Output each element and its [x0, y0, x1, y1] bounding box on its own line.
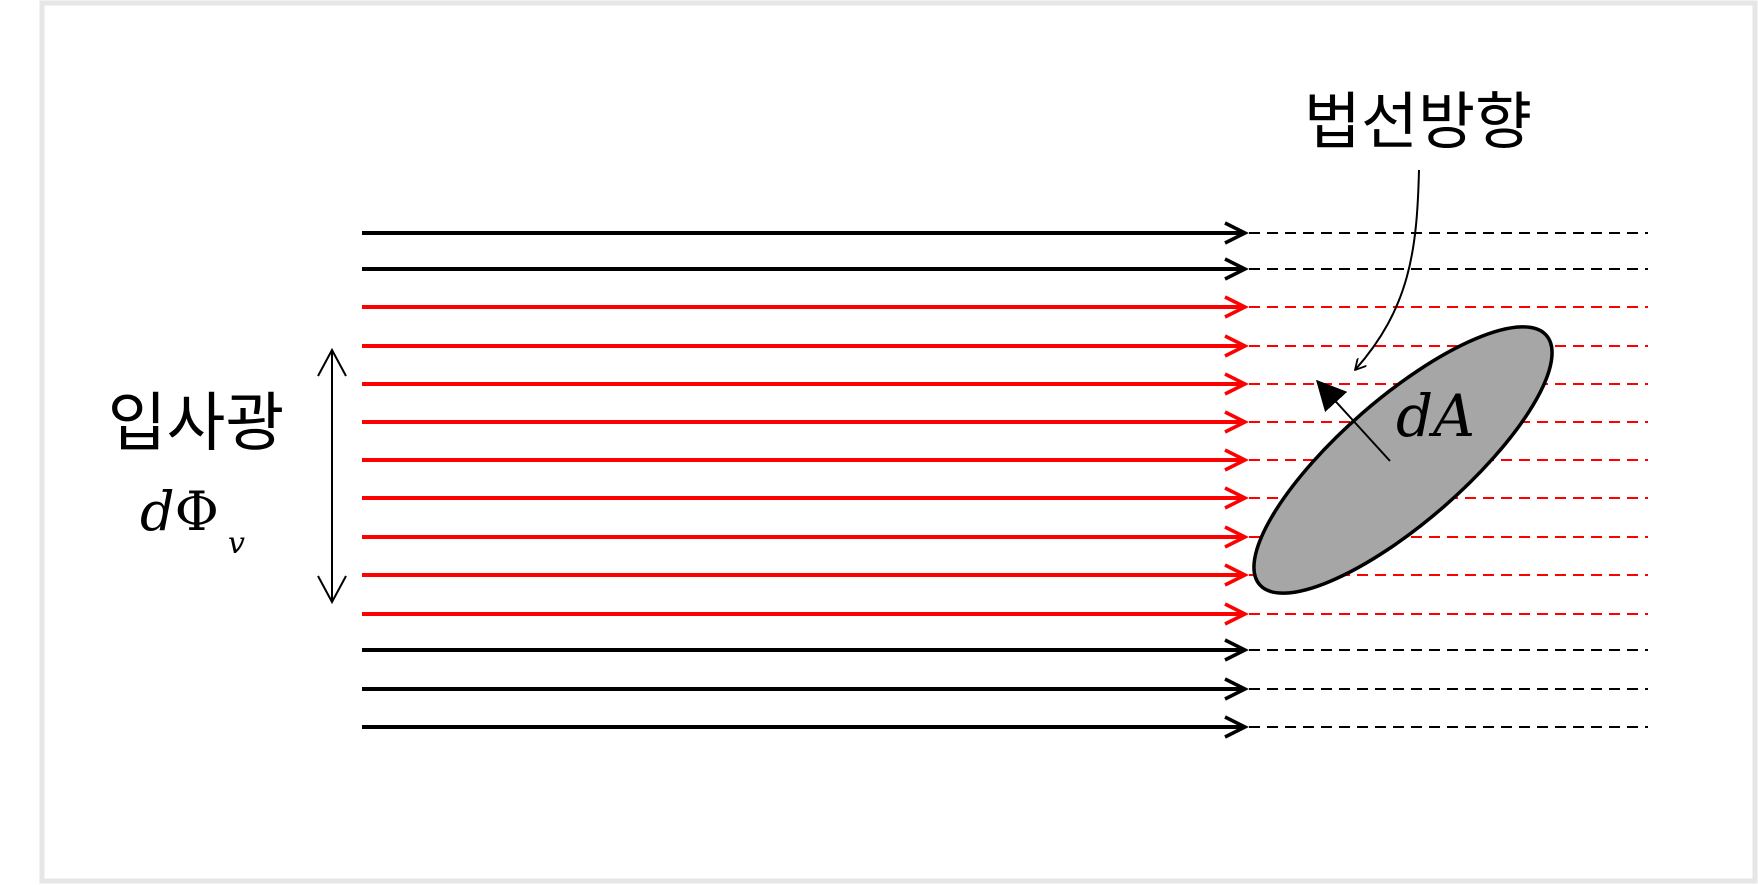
- flux-symbol: dΦ: [140, 480, 219, 543]
- ray-arrowhead-5: [1224, 372, 1249, 396]
- ray-arrowhead-6: [1224, 410, 1249, 434]
- ray-arrowhead-10: [1224, 563, 1249, 587]
- flux-symbol-phi: Φ: [175, 480, 219, 543]
- flux-subscript: v: [228, 526, 245, 561]
- ray-arrowhead-12: [1224, 638, 1249, 662]
- normal-direction-label: 법선방향: [1304, 85, 1532, 158]
- flux-span-arrow-bottom-head: [317, 575, 347, 605]
- ray-arrowhead-3: [1224, 295, 1249, 319]
- ray-arrowhead-11: [1224, 602, 1249, 626]
- area-label: dA: [1396, 382, 1475, 450]
- ray-arrowhead-14: [1224, 715, 1249, 739]
- ray-arrowhead-7: [1224, 448, 1249, 472]
- incident-light-label: 입사광: [108, 387, 285, 461]
- normal-label-pointer: [1355, 169, 1420, 370]
- ray-arrowhead-13: [1224, 677, 1249, 701]
- surface-element: [1252, 325, 1554, 595]
- ray-arrowhead-2: [1224, 257, 1249, 281]
- incident-rays: [362, 221, 1648, 739]
- ray-arrowhead-8: [1224, 486, 1249, 510]
- flux-span-arrow-top-head: [317, 347, 347, 377]
- flux-symbol-d: d: [140, 480, 175, 543]
- normal-vector-arrow: [1315, 379, 1391, 462]
- ray-arrowhead-1: [1224, 221, 1249, 245]
- ray-arrowhead-4: [1224, 334, 1249, 358]
- ray-arrowhead-9: [1224, 525, 1249, 549]
